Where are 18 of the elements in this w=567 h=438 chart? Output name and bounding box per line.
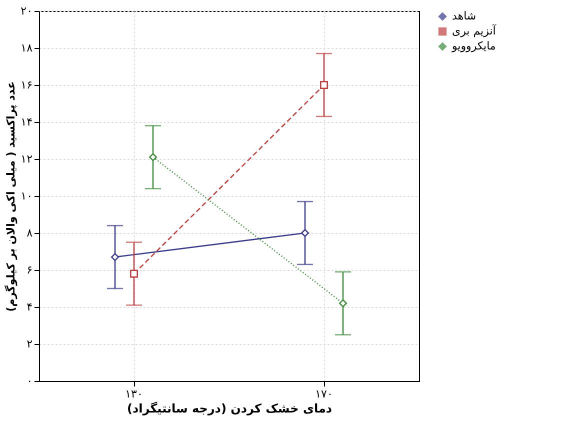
x-axis-title: دمای خشک کردن (درجه سانتیگراد) [126, 402, 332, 416]
legend-label: شاهد [452, 10, 476, 22]
y-tick-label: ۴ [26, 300, 33, 314]
y-tick-label: ۱۸ [20, 42, 33, 54]
legend-label: مایکروویو [451, 40, 496, 52]
y-tick-label: ۱۰ [20, 190, 32, 202]
y-tick-label: ۱۶ [20, 78, 32, 92]
legend-label: آنزیم بری [452, 24, 497, 38]
y-tick-label: ۶ [26, 264, 32, 276]
y-axis-title: عدد پراکسید ( میلی اکی والان بر کیلوگرم) [4, 81, 18, 312]
y-tick-label: ۰ [26, 374, 32, 388]
y-tick-label: ۱۴ [20, 116, 33, 128]
y-tick-label: ۲۰ [20, 4, 32, 18]
x-tick-label: ۱۳۰ [125, 388, 143, 400]
y-tick-label: ۸ [26, 226, 33, 240]
y-tick-label: ۱۲ [20, 152, 33, 166]
x-tick-label: ۱۷۰ [315, 388, 333, 400]
y-tick-label: ۲ [26, 338, 33, 350]
